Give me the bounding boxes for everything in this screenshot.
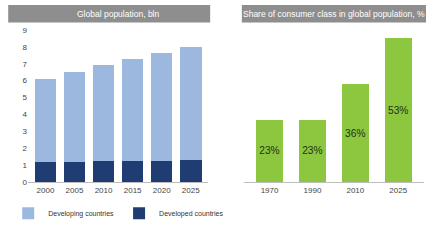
svg-text:6: 6	[23, 76, 28, 85]
svg-text:8: 8	[23, 43, 28, 52]
svg-text:2020: 2020	[153, 186, 171, 195]
svg-text:2015: 2015	[124, 186, 142, 195]
svg-text:2025: 2025	[182, 186, 200, 195]
svg-text:Developing countries: Developing countries	[48, 210, 114, 218]
svg-text:2010: 2010	[95, 186, 113, 195]
svg-text:1990: 1990	[304, 186, 322, 195]
svg-text:2010: 2010	[346, 186, 364, 195]
svg-text:Developed countries: Developed countries	[159, 210, 223, 218]
svg-text:2: 2	[23, 144, 28, 153]
svg-text:53%: 53%	[388, 105, 408, 116]
svg-text:23%: 23%	[302, 145, 322, 156]
svg-text:3: 3	[23, 127, 28, 136]
svg-text:2000: 2000	[37, 186, 55, 195]
svg-text:2025: 2025	[389, 186, 407, 195]
svg-text:23%: 23%	[259, 145, 279, 156]
svg-text:9: 9	[23, 26, 28, 35]
svg-text:36%: 36%	[345, 128, 365, 139]
svg-text:0: 0	[23, 178, 28, 187]
svg-text:Share of consumer class in glo: Share of consumer class in global popula…	[243, 9, 425, 19]
svg-text:4: 4	[23, 110, 28, 119]
svg-text:1: 1	[23, 161, 28, 170]
svg-text:2005: 2005	[66, 186, 84, 195]
svg-text:7: 7	[23, 60, 28, 69]
svg-text:1970: 1970	[261, 186, 279, 195]
svg-text:Global population, bln: Global population, bln	[77, 9, 160, 19]
svg-text:5: 5	[23, 93, 28, 102]
